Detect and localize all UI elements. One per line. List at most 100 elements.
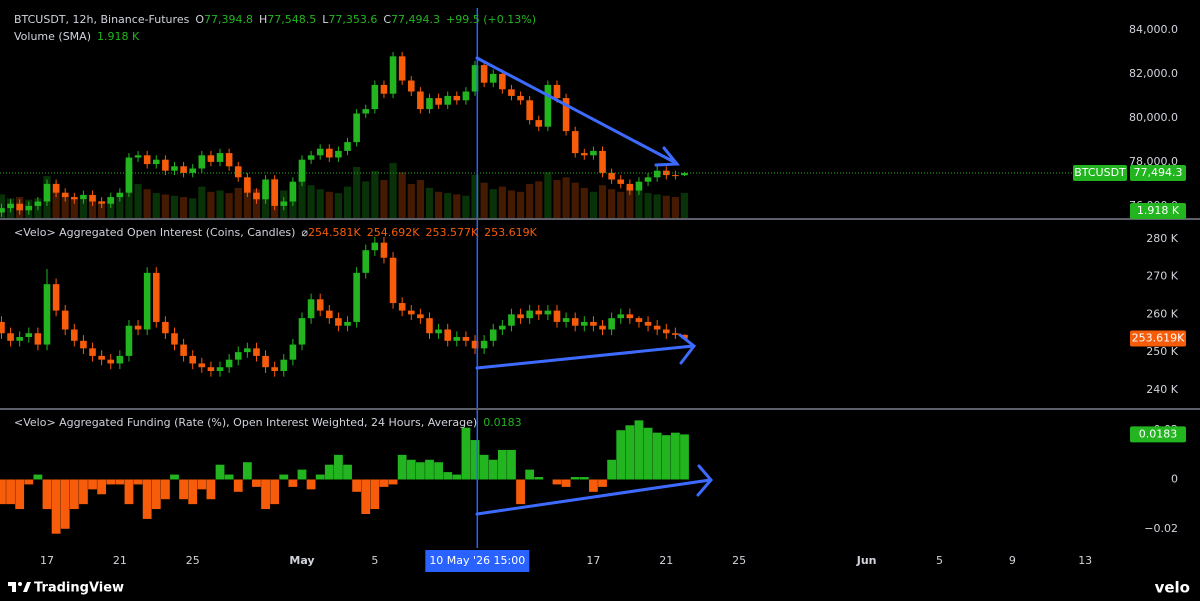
last-value-badge: 77,494.3 <box>1134 166 1183 179</box>
x-tick-label: 17 <box>586 554 600 567</box>
logo-part <box>18 582 22 586</box>
last-value-badge-bg <box>1130 426 1186 443</box>
candle-body <box>407 310 415 315</box>
candle-body <box>453 95 461 101</box>
y-tick-label: 280 K <box>1146 232 1178 245</box>
candle-body <box>499 73 506 90</box>
header-item: 77,394.8 <box>204 13 253 26</box>
volume-bar <box>480 182 488 218</box>
candle-body <box>526 310 533 319</box>
volume-bar <box>416 180 424 218</box>
funding-bar <box>24 479 34 485</box>
candle-body <box>52 183 60 193</box>
volume-bar <box>516 191 525 218</box>
funding-bar <box>6 479 15 505</box>
candle-body <box>435 329 442 334</box>
candle-body <box>398 56 406 81</box>
candle-body <box>326 310 333 319</box>
funding-bar <box>525 469 535 480</box>
logo-part <box>12 582 16 592</box>
funding-bar <box>142 479 152 519</box>
candle-body <box>417 314 424 319</box>
candle-body <box>526 100 533 121</box>
candle-body <box>489 73 497 83</box>
funding-bar <box>97 479 107 495</box>
header-item: 254.692K <box>367 226 420 239</box>
y-tick-label: 80,000.0 <box>1129 111 1178 124</box>
funding-bar <box>397 454 407 480</box>
brand: TradingView <box>34 581 124 596</box>
candle-body <box>635 318 643 322</box>
volume-bar <box>462 195 470 218</box>
x-tick-label: 17 <box>40 554 54 567</box>
funding-bar <box>324 464 334 480</box>
candle-body <box>162 321 169 334</box>
funding-bar <box>561 479 571 487</box>
last-value-badge-bg <box>1130 165 1186 182</box>
funding-bar <box>88 479 97 490</box>
funding-bar <box>516 479 525 505</box>
candle-body <box>444 95 452 105</box>
funding-bar <box>616 430 626 480</box>
funding-bar <box>370 479 380 510</box>
candle-body <box>471 65 479 92</box>
plot-area <box>0 8 1128 548</box>
volume-bar <box>653 194 661 218</box>
volume-bar <box>453 194 461 218</box>
funding-bar <box>242 462 252 480</box>
candle-body <box>344 142 351 151</box>
funding-bar <box>160 479 170 500</box>
funding-bar <box>288 479 298 487</box>
funding-bar <box>434 462 443 480</box>
candle-body <box>143 155 151 165</box>
header-item: 77,548.5 <box>267 13 316 26</box>
candle-body <box>89 194 96 202</box>
funding-bar <box>42 479 52 510</box>
funding-bar <box>625 425 635 480</box>
volume-badge-bg <box>1130 203 1186 219</box>
x-tick-label: Jun <box>856 554 877 567</box>
funding-bar <box>270 479 280 505</box>
candle-body <box>116 192 124 198</box>
symbol-badge: BTCUSDT <box>1074 166 1126 179</box>
candle-body <box>562 98 570 132</box>
volume-bar <box>680 192 689 218</box>
funding-bar <box>488 459 498 480</box>
candle-body <box>234 166 242 178</box>
candle-body <box>152 159 160 165</box>
volume-bar <box>52 186 60 218</box>
candle-body <box>43 284 51 345</box>
volume-bar <box>671 197 679 218</box>
candle-body <box>134 325 142 330</box>
volume-bar <box>225 193 233 218</box>
volume-bar <box>562 177 570 218</box>
volume-bar <box>535 181 543 218</box>
candle-body <box>143 272 151 330</box>
candle-body <box>444 329 452 341</box>
candle-body <box>125 325 133 356</box>
x-tick-label: 21 <box>113 554 127 567</box>
funding-bar <box>315 474 325 480</box>
candle-body <box>353 272 360 322</box>
volume-bar <box>307 185 315 218</box>
candle-body <box>553 84 561 99</box>
funding-bar <box>279 474 289 480</box>
candle-body <box>16 337 23 341</box>
funding-bar <box>224 474 234 480</box>
candle-body <box>189 168 197 173</box>
volume-bar <box>444 193 452 218</box>
funding-bar <box>197 479 207 490</box>
funding-bar <box>643 427 653 480</box>
logo-part <box>23 582 31 592</box>
volume-bar <box>589 191 598 218</box>
funding-bar <box>179 479 188 500</box>
candle-body <box>25 205 33 211</box>
volume-bar <box>471 174 479 218</box>
volume-bar <box>635 190 643 218</box>
funding-bar <box>534 477 544 480</box>
header-item: <Velo> Aggregated Open Interest (Coins, … <box>14 226 295 239</box>
volume-bar <box>152 193 160 218</box>
candle-body <box>462 337 470 341</box>
candle-body <box>681 173 688 176</box>
candle-body <box>480 340 488 349</box>
